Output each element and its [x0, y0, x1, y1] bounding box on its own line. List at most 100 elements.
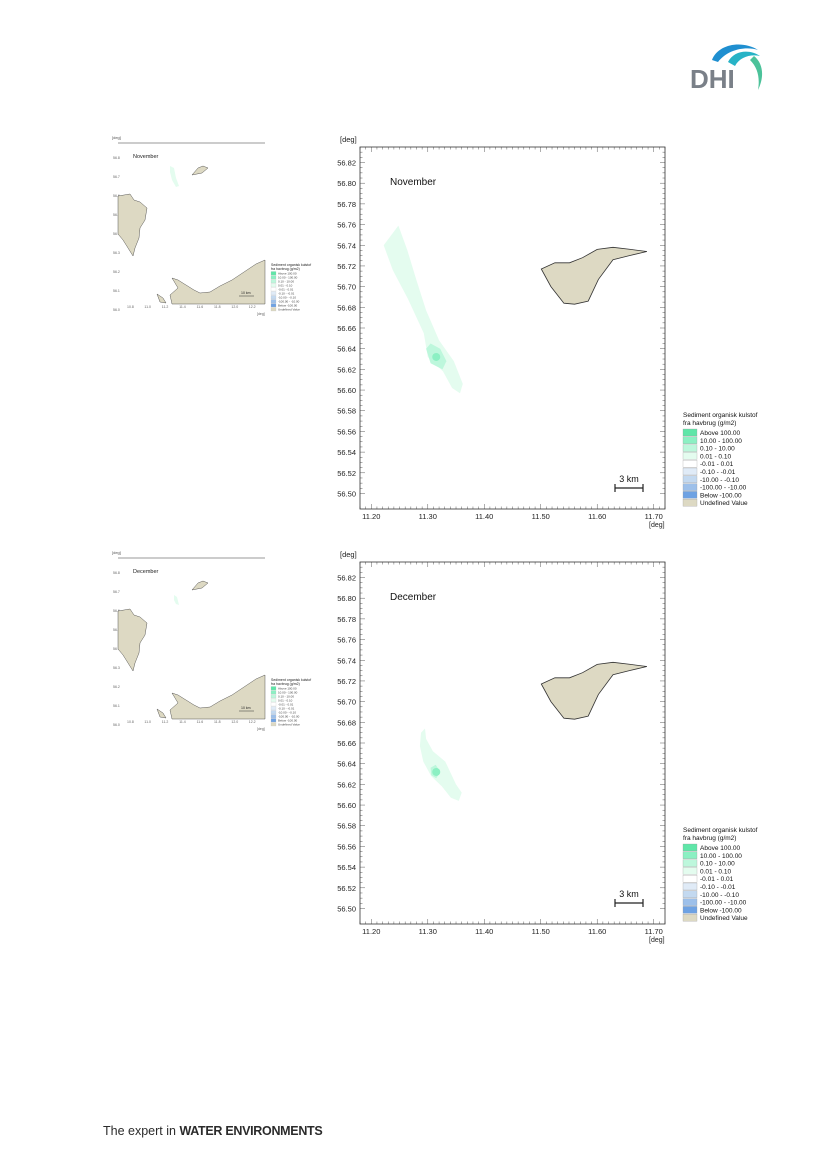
y-tick-label: 56.56 [337, 842, 356, 851]
x-tick-label: 11.40 [475, 512, 493, 521]
x-axis-unit: [deg] [649, 522, 665, 529]
overview-coast-west [117, 193, 148, 257]
legend-title: Sediment organisk kulstof [683, 412, 758, 419]
legend-label: -0.01 - 0.01 [700, 461, 734, 468]
y-tick-label: 56.60 [337, 386, 356, 395]
overview-legend-label: -10.00 - -0.10 [278, 296, 296, 300]
map-panel-november: [deg] November 56.8 56.7 56.6 56.5 56.4 56.3 56.… [0, 130, 827, 550]
overview-unit-label: [deg] [112, 135, 121, 140]
legend-label: 0.01 - 0.10 [700, 868, 731, 875]
overview-y-tick: 56.0 [113, 723, 120, 727]
map-frame [359, 146, 666, 510]
main-map: [deg] December 56.82 56.80 56.78 56.76 56.74 56… [337, 550, 757, 944]
y-tick-label: 56.58 [337, 822, 356, 831]
x-tick-label: 11.70 [645, 512, 663, 521]
legend-swatch [682, 428, 698, 437]
y-tick-label: 56.82 [337, 159, 356, 168]
overview-y-tick: 56.6 [113, 194, 120, 198]
overview-legend-subtitle: fra havbrug (g/m2) [271, 682, 300, 686]
overview-legend-title: Sediment organisk kulstof [271, 678, 311, 682]
y-tick-label: 56.70 [337, 283, 356, 292]
x-tick-label: 11.50 [532, 927, 550, 936]
y-tick-label: 56.64 [337, 760, 356, 769]
overview-y-tick: 56.6 [113, 609, 120, 613]
y-tick-label: 56.52 [337, 469, 356, 478]
legend-swatch [682, 882, 698, 891]
overview-legend-subtitle: fra havbrug (g/m2) [271, 267, 300, 271]
overview-x-tick: 11.2 [162, 720, 169, 724]
overview-legend-label: -100.00 - -10.00 [278, 300, 300, 304]
legend-label: Above 100.00 [700, 430, 741, 437]
wave-mark-green [750, 56, 763, 90]
overview-y-tick: 56.0 [113, 308, 120, 312]
overview-map: [deg] November 56.8 56.7 56.6 56.5 56.4 56.3 56.… [112, 135, 311, 316]
panel-svg: [deg] December 56.8 56.7 56.6 56.5 56.4 56.3 56.… [112, 550, 758, 944]
overview-x-tick: 11.8 [214, 720, 221, 724]
x-tick-label: 11.50 [532, 512, 550, 521]
axis-ticks [359, 147, 666, 509]
footer-tagline: The expert in WATER ENVIRONMENTS [103, 1124, 323, 1138]
overview-legend-label: Undefined Value [278, 723, 300, 727]
y-tick-label: 56.78 [337, 200, 356, 209]
legend-label: -0.10 - -0.01 [700, 884, 736, 891]
overview-y-tick: 56.2 [113, 685, 120, 689]
overview-legend-label: -0.01 - 0.01 [278, 288, 294, 292]
x-tick-label: 11.70 [645, 927, 663, 936]
overview-x-tick: 11.8 [214, 305, 221, 309]
overview-legend-label: 10.00 - 100.00 [278, 691, 298, 695]
legend-label: 0.10 - 10.00 [700, 446, 735, 453]
y-tick-label: 56.50 [337, 904, 356, 913]
overview-coast-south [169, 674, 266, 720]
footer-text-bold: WATER ENVIRONMENTS [179, 1124, 323, 1138]
y-tick-label: 56.56 [337, 427, 356, 436]
x-tick-label: 11.20 [362, 927, 380, 936]
overview-y-tick: 56.3 [113, 666, 120, 670]
overview-x-tick: 11.6 [197, 720, 204, 724]
overview-legend-swatch [270, 714, 277, 719]
overview-scale-label: 10 km [241, 706, 251, 710]
overview-coast-west [117, 608, 148, 672]
legend-label: 0.10 - 10.00 [700, 861, 735, 868]
legend-swatch [682, 843, 698, 852]
overview-legend-label: 0.10 - 10.00 [278, 280, 294, 284]
overview-unit-label: [deg] [112, 550, 121, 555]
overview-y-tick: 56.8 [113, 571, 120, 575]
overview-legend-label: 10.00 - 100.00 [278, 276, 298, 280]
overview-x-tick: 12.2 [249, 720, 256, 724]
overview-plume [174, 595, 179, 605]
overview-y-tick: 56.4 [113, 647, 120, 651]
y-tick-label: 56.78 [337, 615, 356, 624]
overview-x-tick: 11.0 [144, 305, 151, 309]
y-tick-label: 56.70 [337, 698, 356, 707]
legend-title: Sediment organisk kulstof [683, 827, 758, 834]
overview-legend-swatch [270, 722, 277, 727]
overview-legend-swatch [270, 706, 277, 711]
overview-x-tick: 10.8 [127, 720, 134, 724]
overview-legend-swatch [270, 702, 277, 707]
overview-map: [deg] December 56.8 56.7 56.6 56.5 56.4 56.3 56.… [112, 550, 311, 731]
overview-legend-swatch [270, 287, 277, 292]
legend-swatch [682, 483, 698, 491]
legend-label: Undefined Value [700, 915, 748, 922]
overview-legend-swatch [270, 694, 277, 699]
y-tick-label: 56.54 [337, 448, 356, 457]
overview-legend-label: Below -100.00 [278, 304, 298, 308]
overview-month-title: November [133, 154, 159, 160]
x-tick-label: 11.20 [362, 512, 380, 521]
y-tick-label: 56.50 [337, 489, 356, 498]
legend-label: -0.10 - -0.01 [700, 469, 736, 476]
overview-legend-swatch [270, 275, 277, 280]
overview-x-tick: 10.8 [127, 305, 134, 309]
y-tick-label: 56.76 [337, 221, 356, 230]
y-tick-label: 56.62 [337, 780, 356, 789]
dhi-logo: DHI [690, 44, 763, 94]
overview-x-tick: 12.0 [231, 305, 238, 309]
overview-x-tick: 11.4 [179, 305, 186, 309]
legend-swatch [682, 452, 698, 460]
y-tick-label: 56.68 [337, 303, 356, 312]
overview-legend-swatch [270, 718, 277, 723]
legend-swatch [682, 898, 698, 906]
logo-text: DHI [690, 64, 735, 94]
